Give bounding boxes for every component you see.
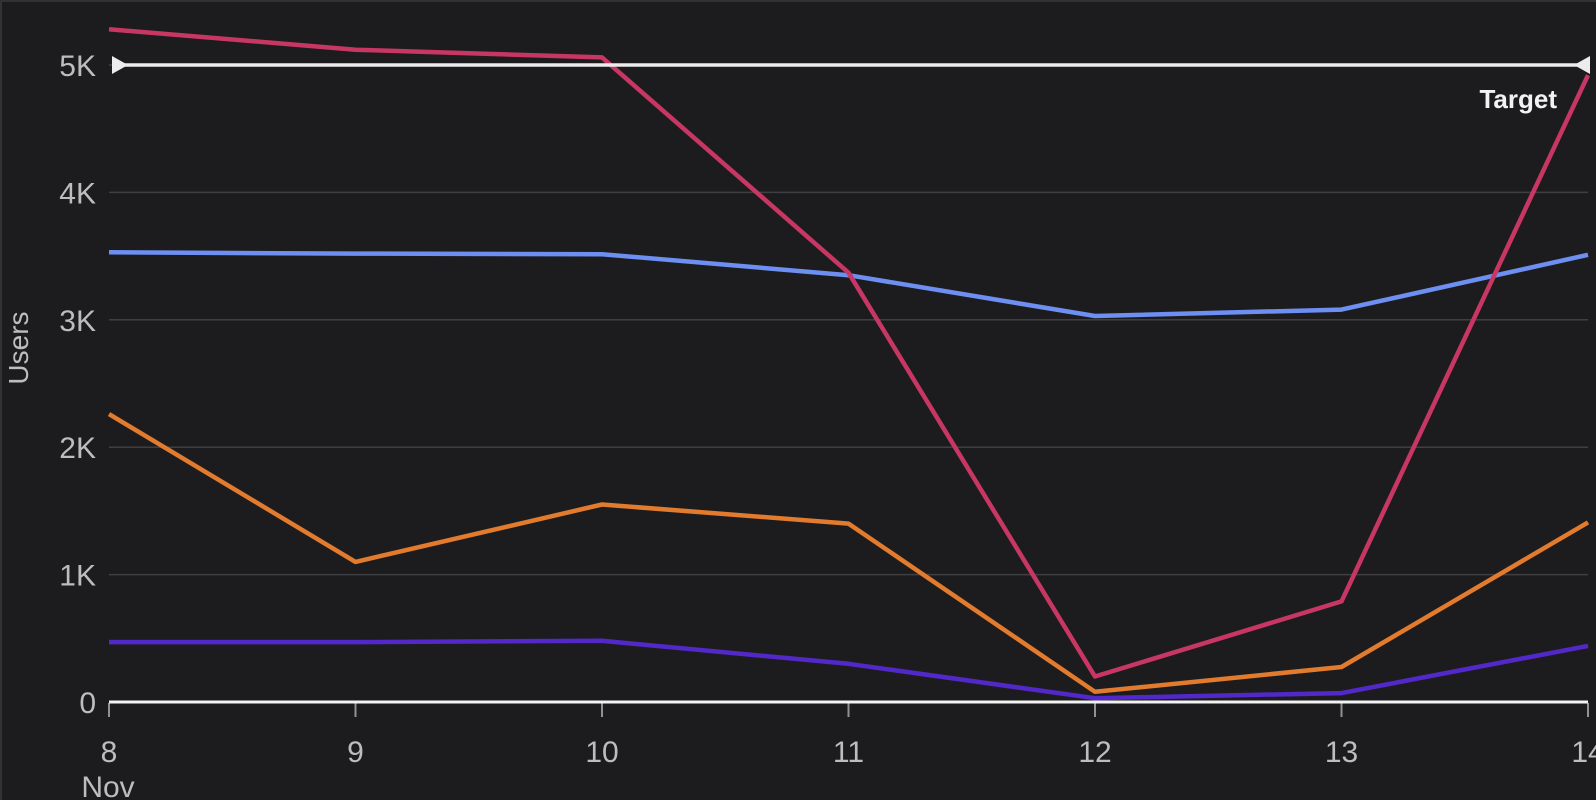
orange-series-line[interactable] [107,412,1590,695]
y-tick-label: 0 [79,687,96,720]
blue-series-line[interactable] [108,250,1589,319]
target-line-label: Target [1479,84,1557,114]
y-tick-label: 1K [59,560,96,593]
target-line-left-marker-icon [112,56,128,74]
x-tick-label: 13 [1325,736,1358,769]
magenta-series-line[interactable] [108,27,1591,679]
y-tick-label: 4K [59,177,96,210]
x-tick-label: 12 [1078,736,1111,769]
x-axis-secondary-label: Nov [81,771,134,800]
x-tick-label: 10 [585,736,618,769]
y-tick-label: 5K [59,50,96,83]
x-tick-label: 8 [101,736,118,769]
x-tick-label: 11 [833,736,864,769]
x-tick-label: 9 [347,736,364,769]
y-tick-label: 3K [59,305,96,338]
y-tick-label: 2K [59,432,96,465]
y-axis-title: Users [3,311,34,384]
x-tick-label: 14 [1571,736,1596,769]
target-line-right-marker-icon [1574,56,1590,74]
indigo-series-line[interactable] [109,638,1589,701]
